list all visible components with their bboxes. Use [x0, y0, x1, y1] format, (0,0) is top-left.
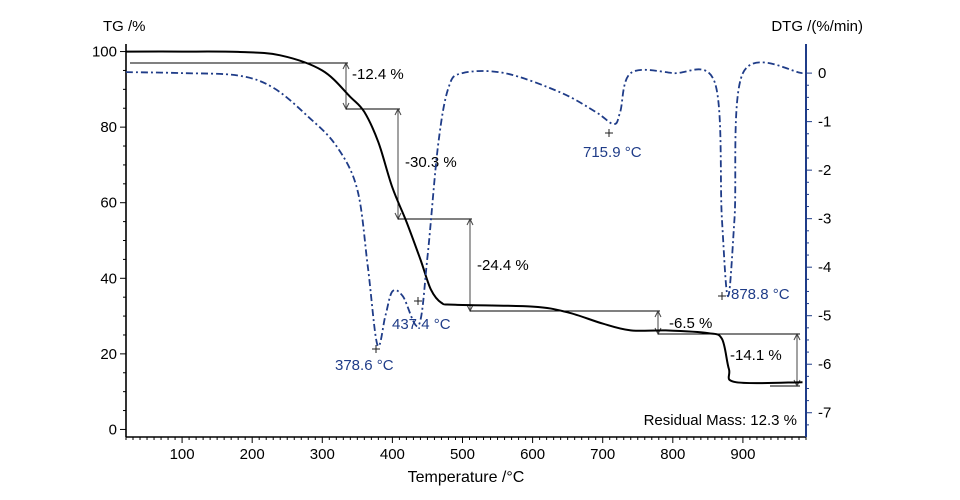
step-mass-loss-label: -6.5 % [669, 315, 712, 332]
step-mass-loss-label: -12.4 % [352, 66, 404, 83]
y-right-tick-label: -5 [818, 308, 831, 325]
x-tick-label: 900 [730, 446, 755, 463]
y-left-tick-label: 100 [92, 44, 117, 61]
dtg-curve [125, 61, 803, 348]
y-right-axis-title: DTG /(%/min) [771, 18, 863, 35]
x-tick-label: 700 [590, 446, 615, 463]
peak-marker [414, 297, 422, 305]
y-left-tick-label: 80 [100, 119, 117, 136]
peak-temperature-label: 878.8 °C [731, 286, 790, 303]
residual-mass-label: Residual Mass: 12.3 % [644, 412, 797, 429]
y-left-tick-label: 20 [100, 346, 117, 363]
y-left-tick-label: 60 [100, 195, 117, 212]
y-right-tick-label: -6 [818, 356, 831, 373]
y-right-tick-label: 0 [818, 65, 826, 82]
peak-temperature-label: 715.9 °C [583, 144, 642, 161]
annotation-labels: 378.6 °C 437.4 °C 715.9 °C 878.8 °C Residual… [335, 129, 797, 429]
y-right-tick-label: -1 [818, 114, 831, 131]
series-lines [125, 50, 803, 385]
tg-curve [125, 50, 803, 385]
peak-temperature-label: 378.6 °C [335, 357, 394, 374]
y-left-axis-title: TG /% [103, 18, 146, 35]
x-tick-label: 300 [310, 446, 335, 463]
y-right-tick-label: -2 [818, 162, 831, 179]
peak-marker [605, 129, 613, 137]
x-tick-label: 600 [520, 446, 545, 463]
step-mass-loss-label: -14.1 % [730, 347, 782, 364]
step-mass-loss-label: -30.3 % [405, 154, 457, 171]
y-left-tick-label: 40 [100, 270, 117, 287]
step-mass-loss-label: -24.4 % [477, 257, 529, 274]
y-right-tick-label: -4 [818, 259, 831, 276]
axes: 100 200 300 400 500 600 700 800 900 0 20 40 60 80 100 0… [92, 18, 863, 486]
peak-temperature-label: 437.4 °C [392, 316, 451, 333]
x-tick-label: 500 [450, 446, 475, 463]
peak-marker [718, 292, 726, 300]
x-tick-label: 200 [240, 446, 265, 463]
tg-step-markers: -12.4 % -30.3 % -24.4 % -6.5 % -14.1 % [130, 61, 801, 388]
x-axis-title: Temperature /°C [408, 469, 525, 486]
y-left-tick-label: 0 [109, 421, 117, 438]
peak-marker [372, 345, 380, 353]
y-right-tick-label: -3 [818, 211, 831, 228]
x-tick-label: 400 [380, 446, 405, 463]
x-tick-label: 800 [660, 446, 685, 463]
y-right-tick-label: -7 [818, 405, 831, 422]
x-tick-label: 100 [170, 446, 195, 463]
